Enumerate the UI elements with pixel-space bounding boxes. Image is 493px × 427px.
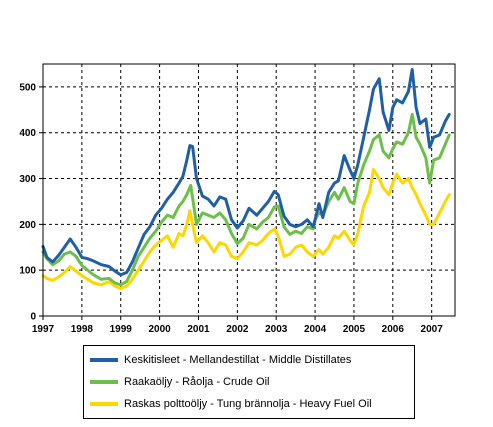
x-tick-label: 2002	[226, 324, 249, 335]
x-tick-label: 2003	[265, 324, 288, 335]
x-tick-label: 2006	[382, 324, 405, 335]
legend-item-crude-oil: Raakaöljy - Råolja - Crude Oil	[90, 372, 270, 392]
y-tick-label: 500	[19, 82, 36, 93]
legend-swatch-heavy-fuel-oil	[90, 402, 118, 406]
x-tick-label: 2000	[148, 324, 171, 335]
x-tick-label: 2007	[421, 324, 444, 335]
y-tick-label: 200	[19, 220, 36, 231]
series-line-1	[41, 112, 451, 287]
legend-item-middle-distillates: Keskitisleet - Mellandestillat - Middle …	[90, 350, 351, 370]
series-line-0	[41, 68, 451, 277]
legend-label-middle-distillates: Keskitisleet - Mellandestillat - Middle …	[124, 354, 352, 366]
x-tick-label: 2005	[343, 324, 366, 335]
x-tick-label: 2001	[187, 324, 210, 335]
line-chart: 0 100 200 300 400 500 1997 1998 1999 2000 2001 2002…	[19, 63, 456, 335]
x-tick-label: 2004	[304, 324, 327, 335]
x-tick-label: 1999	[110, 324, 133, 335]
y-tick-label: 300	[19, 174, 36, 185]
y-tick-label: 0	[30, 312, 36, 323]
legend-label-heavy-fuel-oil: Raskas polttoöljy - Tung brännolja - Hea…	[124, 398, 372, 410]
axes: 0 100 200 300 400 500 1997 1998 1999 2000 2001 2002…	[19, 82, 443, 335]
legend-item-heavy-fuel-oil: Raskas polttoöljy - Tung brännolja - Hea…	[90, 394, 372, 414]
legend: Keskitisleet - Mellandestillat - Middle …	[83, 345, 415, 419]
legend-swatch-crude-oil	[90, 380, 118, 384]
grid-lines	[43, 64, 455, 316]
legend-label-crude-oil: Raakaöljy - Råolja - Crude Oil	[124, 376, 270, 388]
x-tick-label: 1998	[71, 324, 94, 335]
y-tick-label: 100	[19, 266, 36, 277]
series-line-2	[41, 167, 451, 290]
y-tick-label: 400	[19, 128, 36, 139]
series-layer	[41, 68, 451, 290]
legend-swatch-middle-distillates	[90, 358, 118, 362]
x-tick-label: 1997	[32, 324, 55, 335]
plot-area-frame	[42, 63, 456, 317]
